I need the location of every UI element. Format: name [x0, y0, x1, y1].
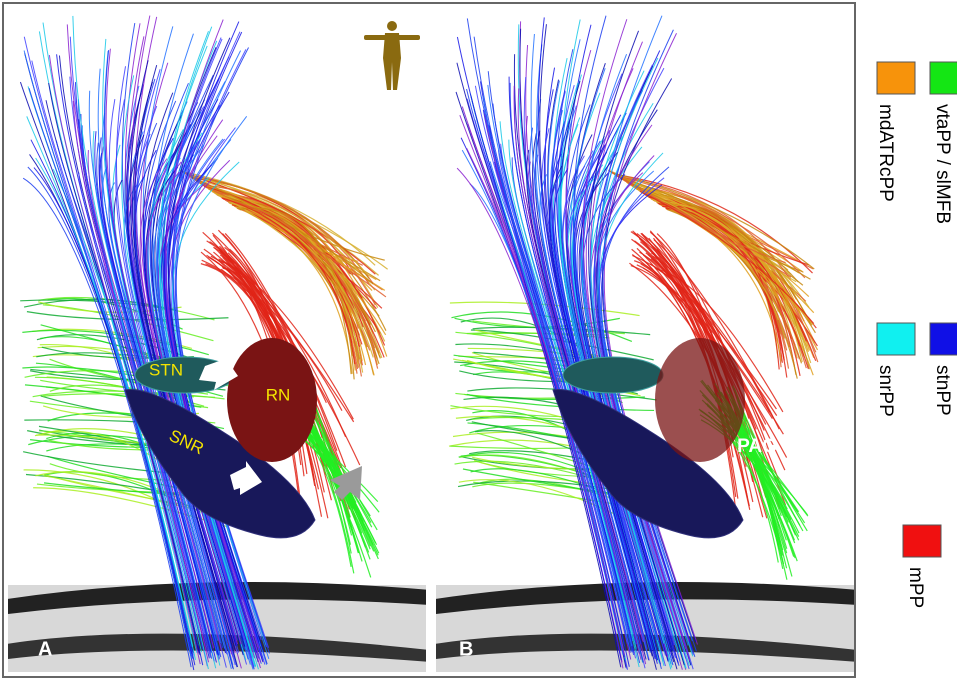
rn-body — [655, 338, 745, 462]
legend-label: snrPP — [875, 365, 896, 417]
legend-swatch — [903, 525, 941, 557]
panel-label: B — [459, 638, 473, 660]
legend-label: stnPP — [932, 365, 953, 416]
legend-label: mdATRcPP — [875, 104, 896, 202]
legend-label: mPP — [905, 567, 926, 608]
legend-swatch — [930, 62, 957, 94]
legend-swatch — [877, 62, 915, 94]
legend-label: vtaPP / slMFB — [932, 104, 953, 224]
legend-swatch — [930, 323, 957, 355]
panel-label: A — [38, 638, 52, 660]
legend-swatch — [877, 323, 915, 355]
structure-label: PAG — [737, 436, 777, 457]
figure: ABSTNRNSNRPAGmdATRcPPvtaPP / slMFBsnrPPs… — [0, 0, 957, 680]
legend: mdATRcPP vtaPP / slMFB snrPP stnPP mPP — [875, 62, 957, 608]
structure-label: STN — [149, 360, 183, 379]
structure-label: RN — [266, 385, 291, 404]
stn-body — [563, 357, 663, 393]
